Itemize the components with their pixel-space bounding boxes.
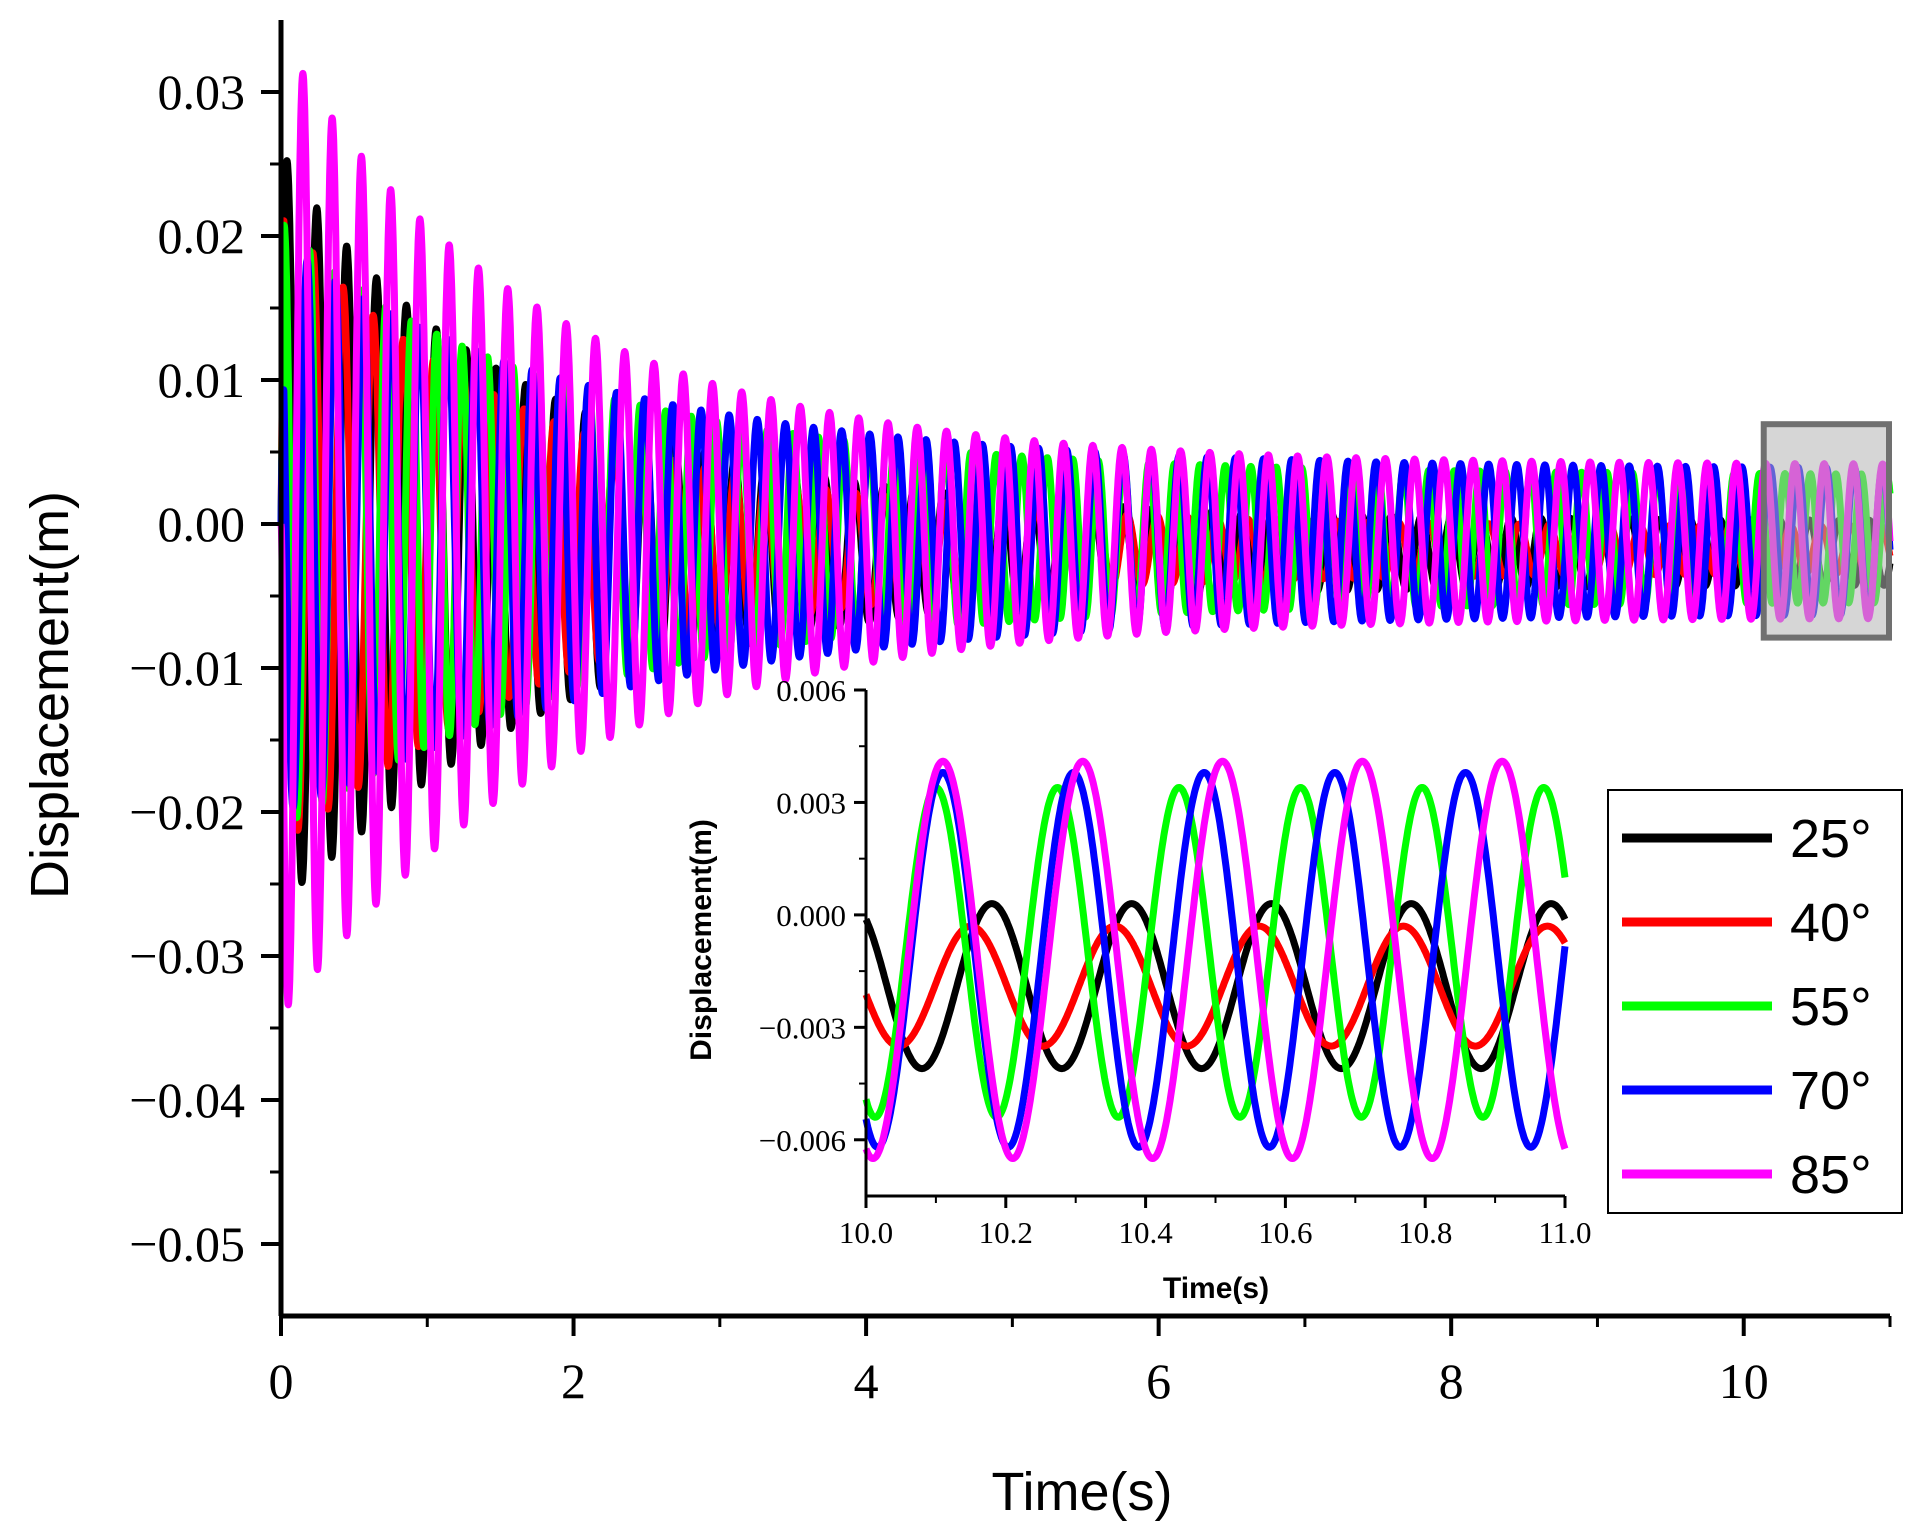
inset-x-axis-title: Time(s): [1163, 1272, 1269, 1305]
main-y-axis-title: Displacement(m): [20, 491, 80, 899]
zoom-box: [1760, 421, 1893, 641]
main-x-tick-label: 8: [1439, 1353, 1464, 1409]
legend-label: 70°: [1790, 1061, 1872, 1121]
main-series-line-5: [277, 69, 1894, 1009]
inset-axes: 10.0 10.2 10.4 10.6 10.8 11.0 0.006 0.003 0.000 −…: [759, 673, 1592, 1250]
zoom-box-group: [1760, 421, 1893, 641]
main-y-tick-label: 0.01: [158, 352, 246, 408]
inset-x-tick-label: 11.0: [1538, 1215, 1591, 1250]
inset-y-tick-label: 0.000: [776, 898, 846, 933]
inset-series-line-1: [862, 900, 1569, 1073]
inset-x-tick-label: 10.6: [1258, 1215, 1312, 1250]
legend-label: 25°: [1790, 809, 1872, 869]
inset-chart: 10.0 10.2 10.4 10.6 10.8 11.0 0.006 0.003 0.000 −…: [759, 673, 1592, 1250]
inset-x-tick-label: 10.2: [979, 1215, 1033, 1250]
inset-y-tick-label: −0.006: [759, 1123, 846, 1158]
inset-y-axis-title: Displacement(m): [685, 819, 718, 1061]
main-x-tick-label: 10: [1719, 1353, 1769, 1409]
main-x-axis-title: Time(s): [992, 1462, 1173, 1522]
main-y-tick-label: −0.01: [129, 640, 245, 696]
legend-label: 55°: [1790, 977, 1872, 1037]
inset-x-tick-label: 10.0: [839, 1215, 893, 1250]
inset-x-tick-label: 10.8: [1398, 1215, 1452, 1250]
legend-label: 40°: [1790, 893, 1872, 953]
inset-x-tick-label: 10.4: [1118, 1215, 1173, 1250]
main-y-tick-label: −0.04: [129, 1072, 245, 1128]
main-y-tick-label: −0.03: [129, 928, 245, 984]
main-x-tick-label: 2: [561, 1353, 586, 1409]
inset-y-tick-label: 0.003: [776, 785, 846, 820]
main-axes: 0 2 4 6 8 10 0.03 0.02 0.01 0.00 −0.01 −0.02 −0.03 −0…: [129, 20, 1892, 1409]
inset-series-line-3: [862, 784, 1569, 1121]
main-series-group: [277, 69, 1894, 1009]
inset-series-group: [862, 757, 1569, 1162]
main-y-tick-label: 0.00: [158, 496, 246, 552]
inset-series-line-5: [862, 757, 1569, 1162]
main-y-tick-label: −0.02: [129, 784, 245, 840]
main-x-tick-label: 0: [269, 1353, 294, 1409]
legend: 25° 40° 55° 70° 85°: [1607, 789, 1903, 1214]
inset-y-tick-label: 0.006: [776, 673, 846, 708]
main-y-tick-label: 0.02: [158, 208, 246, 264]
legend-label: 85°: [1790, 1145, 1872, 1205]
inset-y-tick-label: −0.003: [759, 1010, 846, 1045]
main-y-tick-label: 0.03: [158, 64, 246, 120]
main-y-tick-label: −0.05: [129, 1216, 245, 1272]
main-x-tick-label: 6: [1146, 1353, 1171, 1409]
main-x-tick-label: 4: [854, 1353, 879, 1409]
